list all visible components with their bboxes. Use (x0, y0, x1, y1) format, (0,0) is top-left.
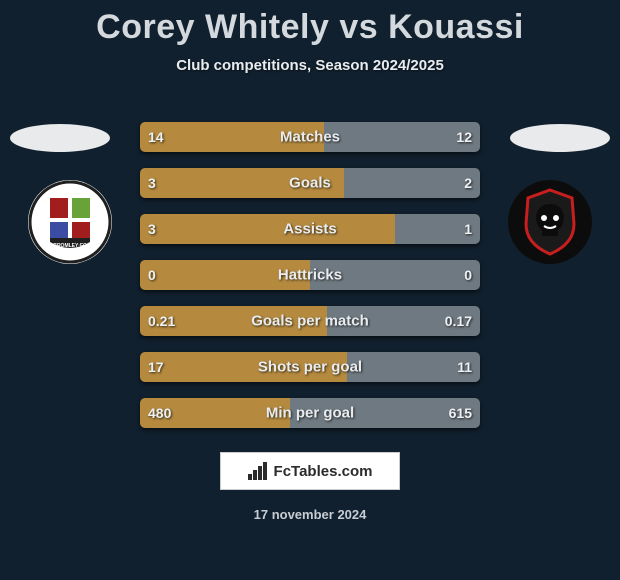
brand-label: FcTables.com (274, 463, 373, 480)
stat-value-left: 0.21 (148, 313, 175, 329)
stat-row: Goals3 2 (140, 168, 480, 198)
stat-row: Hattricks0 0 (140, 260, 480, 290)
stat-row: Min per goal480 615 (140, 398, 480, 428)
stat-label: Goals per match (140, 313, 480, 330)
shadow-ellipse-right (510, 124, 610, 152)
shadow-ellipse-left (10, 124, 110, 152)
stat-row: Shots per goal17 11 (140, 352, 480, 382)
stat-value-right: 1 (464, 221, 472, 237)
stat-value-right: 11 (457, 359, 472, 375)
chart-icon (248, 462, 268, 480)
stat-value-right: 615 (449, 405, 472, 421)
stat-value-left: 17 (148, 359, 164, 375)
stats-container: Matches1412Goals32Assists31Hattricks00Go… (140, 122, 480, 444)
stat-label: Hattricks (140, 267, 480, 284)
stat-row: Matches14 12 (140, 122, 480, 152)
stat-value-right: 0 (464, 267, 472, 283)
page-subtitle: Club competitions, Season 2024/2025 (0, 57, 620, 74)
footer-date: 17 november 2024 (0, 507, 620, 522)
salford-crest-icon (508, 180, 592, 264)
stat-row: Assists3 1 (140, 214, 480, 244)
stat-value-right: 0.17 (445, 313, 472, 329)
stat-label: Goals (140, 175, 480, 192)
stat-label: Shots per goal (140, 359, 480, 376)
stat-value-left: 3 (148, 175, 156, 191)
brand-footer: FcTables.com (220, 452, 400, 490)
stat-label: Assists (140, 221, 480, 238)
page-title: Corey Whitely vs Kouassi (0, 0, 620, 47)
stat-value-right: 12 (456, 129, 472, 145)
bromley-crest-icon: BROMLEY·FC (28, 180, 112, 264)
stat-value-left: 480 (148, 405, 171, 421)
stat-value-left: 3 (148, 221, 156, 237)
stat-value-right: 2 (464, 175, 472, 191)
stat-row: Goals per match0.21 0.17 (140, 306, 480, 336)
stat-value-left: 14 (148, 129, 164, 145)
crest-right (508, 180, 592, 264)
stat-label: Matches (140, 129, 480, 146)
stat-label: Min per goal (140, 405, 480, 422)
crest-left: BROMLEY·FC (28, 180, 112, 264)
stat-value-left: 0 (148, 267, 156, 283)
svg-text:BROMLEY·FC: BROMLEY·FC (53, 243, 87, 249)
